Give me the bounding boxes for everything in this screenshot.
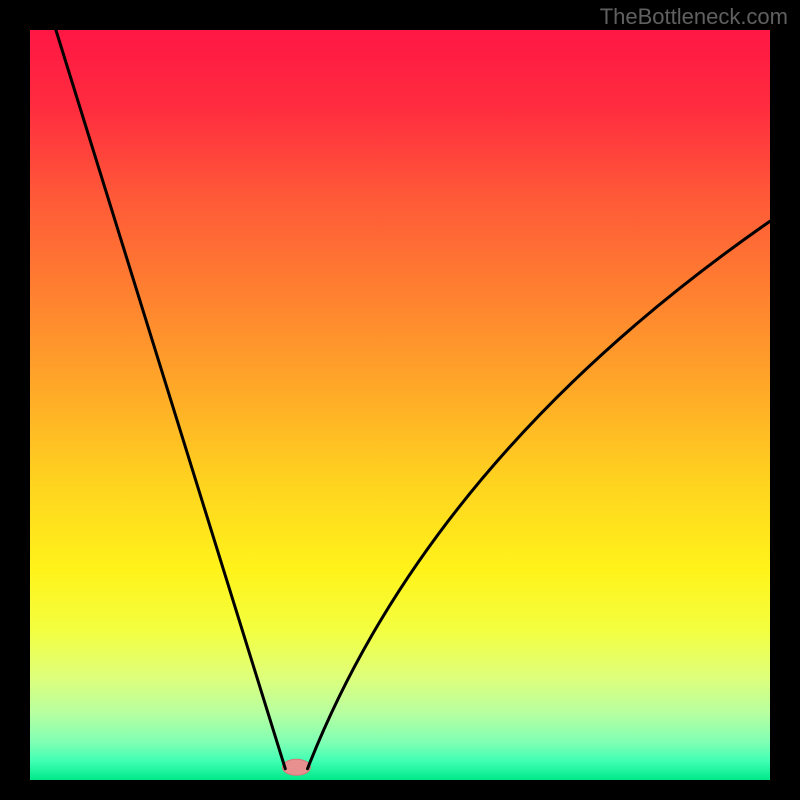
watermark-text: TheBottleneck.com	[600, 4, 788, 30]
optimal-marker	[282, 759, 310, 775]
chart-container: TheBottleneck.com	[0, 0, 800, 800]
bottleneck-chart	[0, 0, 800, 800]
gradient-plot-area	[30, 30, 770, 780]
